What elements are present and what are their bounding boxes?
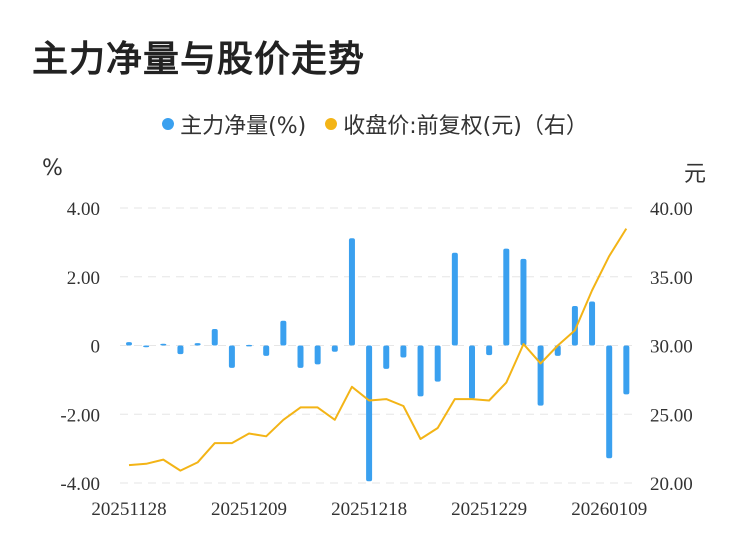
right-tick-label: 30.00 — [650, 337, 693, 358]
bar — [263, 345, 270, 356]
bar — [383, 345, 390, 369]
line-series — [128, 228, 628, 472]
bar — [160, 343, 167, 346]
bar — [228, 345, 235, 368]
right-tick-label: 40.00 — [650, 199, 693, 220]
bar — [194, 343, 201, 346]
bar — [451, 252, 458, 346]
bar — [503, 248, 510, 346]
left-axis-unit: % — [42, 156, 63, 181]
x-tick-label: 20251218 — [331, 499, 407, 520]
bar — [297, 345, 304, 368]
right-axis-unit: 元 — [684, 162, 707, 187]
x-tick-label: 20260109 — [571, 499, 647, 520]
bar — [400, 345, 407, 358]
bar — [571, 305, 578, 346]
bar — [331, 345, 338, 352]
x-tick-label: 20251229 — [451, 499, 527, 520]
left-tick-label: 2.00 — [67, 268, 100, 289]
bar — [143, 345, 150, 348]
grid-lines — [120, 207, 632, 484]
bar — [486, 345, 493, 356]
bar — [366, 345, 373, 482]
legend-item-close-price[interactable]: 收盘价:前复权(元)（右） — [325, 108, 588, 140]
right-tick-label: 25.00 — [650, 405, 693, 426]
bar — [280, 320, 287, 346]
left-tick-label: 0 — [91, 337, 101, 358]
x-axis-ticks: 20251128 20251209 20251218 20251229 20260109 — [91, 499, 647, 520]
x-tick-label: 20251209 — [211, 499, 287, 520]
legend-label-close-price: 收盘价:前复权(元)（右） — [343, 114, 588, 139]
bar — [623, 345, 630, 395]
right-tick-label: 35.00 — [650, 268, 693, 289]
bar — [434, 345, 441, 382]
bar — [589, 301, 596, 346]
bar — [211, 329, 218, 346]
bar — [537, 345, 544, 406]
bar — [177, 345, 184, 355]
legend-dot-bar — [162, 118, 175, 130]
left-tick-label: -2.00 — [60, 405, 100, 426]
bar — [469, 345, 475, 399]
bar-series — [126, 238, 630, 482]
bar — [246, 344, 253, 347]
left-tick-label: 4.00 — [67, 199, 100, 220]
legend: 主力净量(%) 收盘价:前复权(元)（右） — [0, 108, 750, 140]
legend-label-net-volume: 主力净量(%) — [180, 114, 307, 139]
legend-dot-line — [325, 118, 338, 130]
bar — [417, 345, 424, 397]
chart-title: 主力净量与股价走势 — [32, 39, 366, 80]
x-tick-label: 20251128 — [91, 499, 166, 520]
price-line — [128, 228, 628, 472]
left-axis-ticks: 4.00 2.00 0 -2.00 -4.00 — [60, 199, 100, 495]
bar — [126, 342, 132, 346]
bar — [606, 345, 613, 459]
bar — [314, 345, 321, 365]
bar — [348, 238, 355, 346]
right-axis-ticks: 40.00 35.00 30.00 25.00 20.00 — [650, 199, 693, 495]
right-tick-label: 20.00 — [650, 474, 693, 495]
legend-item-net-volume[interactable]: 主力净量(%) — [162, 108, 306, 140]
bar — [520, 258, 527, 346]
left-tick-label: -4.00 — [60, 474, 100, 495]
